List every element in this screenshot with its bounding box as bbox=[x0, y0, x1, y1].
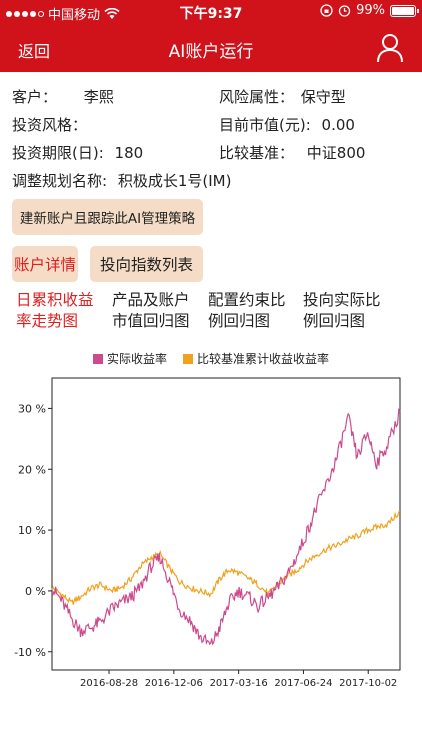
y-tick-label: 20 % bbox=[18, 463, 46, 476]
risk-value: 保守型 bbox=[300, 88, 346, 106]
battery-percent: 99% bbox=[356, 3, 385, 18]
alarm-icon bbox=[338, 5, 351, 17]
rotation-lock-icon bbox=[320, 4, 333, 17]
battery-icon bbox=[390, 4, 419, 17]
legend-item-actual[interactable]: 实际收益率 bbox=[92, 350, 167, 367]
carrier-area: 中国移动 bbox=[6, 4, 120, 23]
customer-row: 客户： 李熙 bbox=[12, 86, 114, 107]
legend-swatch bbox=[183, 353, 193, 364]
benchmark-label: 比较基准： bbox=[219, 144, 295, 162]
back-button[interactable]: 返回 bbox=[18, 42, 51, 61]
tab-line: 日累积收益 bbox=[16, 291, 94, 309]
market-value-label: 目前市值(元): bbox=[219, 116, 311, 134]
tab-allocation-constraint-regression[interactable]: 配置约束比 例回归图 bbox=[208, 290, 286, 332]
series-line bbox=[51, 407, 401, 646]
tab-line: 市值回归图 bbox=[112, 312, 190, 330]
status-time: 下午9:37 bbox=[179, 6, 243, 22]
plan-row: 调整规划名称: 积极成长1号(IM) bbox=[12, 170, 231, 191]
user-icon[interactable] bbox=[376, 33, 404, 63]
period-row: 投资期限(日): 180 bbox=[12, 142, 143, 163]
style-row: 投资风格： bbox=[12, 114, 87, 135]
status-right: 99% bbox=[320, 3, 419, 18]
tab-line: 配置约束比 bbox=[208, 291, 286, 309]
series-line bbox=[51, 511, 400, 605]
x-tick-label: 2017-10-02 bbox=[339, 678, 397, 689]
tab-actual-allocation-regression[interactable]: 投向实际比 例回归图 bbox=[303, 290, 381, 332]
customer-value: 李熙 bbox=[83, 88, 114, 106]
market-value-row: 目前市值(元): 0.00 bbox=[219, 114, 355, 135]
legend-label: 比较基准累计收益收益率 bbox=[197, 352, 330, 366]
benchmark-row: 比较基准： 中证800 bbox=[219, 142, 365, 163]
carrier-name: 中国移动 bbox=[48, 8, 101, 23]
plan-label: 调整规划名称: bbox=[12, 172, 108, 190]
plan-value: 积极成长1号(IM) bbox=[117, 172, 232, 190]
return-trend-chart: -10 % 0 % 10 % 20 % 30 % 2016-08-28 2016-12-06… bbox=[14, 377, 401, 689]
chart-legend: 实际收益率 比较基准累计收益收益率 bbox=[0, 350, 422, 367]
y-tick-label: 10 % bbox=[18, 524, 46, 537]
tab-line: 产品及账户 bbox=[112, 291, 190, 309]
market-value-value: 0.00 bbox=[321, 116, 355, 134]
y-tick-label: 30 % bbox=[18, 402, 46, 415]
y-tick-label: 0 % bbox=[25, 585, 46, 598]
tab-line: 例回归图 bbox=[208, 312, 271, 330]
x-tick-label: 2017-03-16 bbox=[210, 678, 268, 689]
risk-label: 风险属性： bbox=[219, 88, 295, 106]
tab-line: 投向实际比 bbox=[303, 291, 381, 309]
create-account-button[interactable]: 建新账户且跟踪此AI管理策略 bbox=[12, 199, 203, 235]
risk-row: 风险属性： 保守型 bbox=[219, 86, 346, 107]
legend-label: 实际收益率 bbox=[106, 352, 167, 366]
period-label: 投资期限(日): bbox=[12, 144, 104, 162]
y-tick-label: -10 % bbox=[14, 646, 46, 659]
index-list-button[interactable]: 投向指数列表 bbox=[90, 246, 203, 282]
tab-market-value-regression[interactable]: 产品及账户 市值回归图 bbox=[112, 290, 190, 332]
wifi-icon bbox=[104, 7, 120, 19]
page-title: AI账户运行 bbox=[168, 42, 254, 62]
benchmark-value: 中证800 bbox=[306, 144, 366, 162]
plot-frame bbox=[51, 377, 401, 671]
customer-label: 客户： bbox=[12, 88, 58, 106]
period-value: 180 bbox=[114, 144, 144, 162]
account-detail-button[interactable]: 账户详情 bbox=[12, 246, 78, 282]
x-tick-label: 2016-12-06 bbox=[145, 678, 203, 689]
nav-bar: 返回 AI账户运行 bbox=[0, 24, 422, 72]
legend-item-benchmark[interactable]: 比较基准累计收益收益率 bbox=[183, 350, 329, 367]
legend-swatch bbox=[92, 353, 103, 364]
x-tick-label: 2017-06-24 bbox=[274, 678, 332, 689]
tab-line: 例回归图 bbox=[303, 312, 366, 330]
tab-daily-return-trend[interactable]: 日累积收益 率走势图 bbox=[16, 290, 94, 332]
status-bar: 中国移动 下午9:37 99% bbox=[0, 0, 422, 24]
style-label: 投资风格： bbox=[12, 116, 88, 134]
x-tick-label: 2016-08-28 bbox=[80, 678, 138, 689]
tab-line: 率走势图 bbox=[16, 312, 79, 330]
signal-icon bbox=[6, 10, 44, 17]
